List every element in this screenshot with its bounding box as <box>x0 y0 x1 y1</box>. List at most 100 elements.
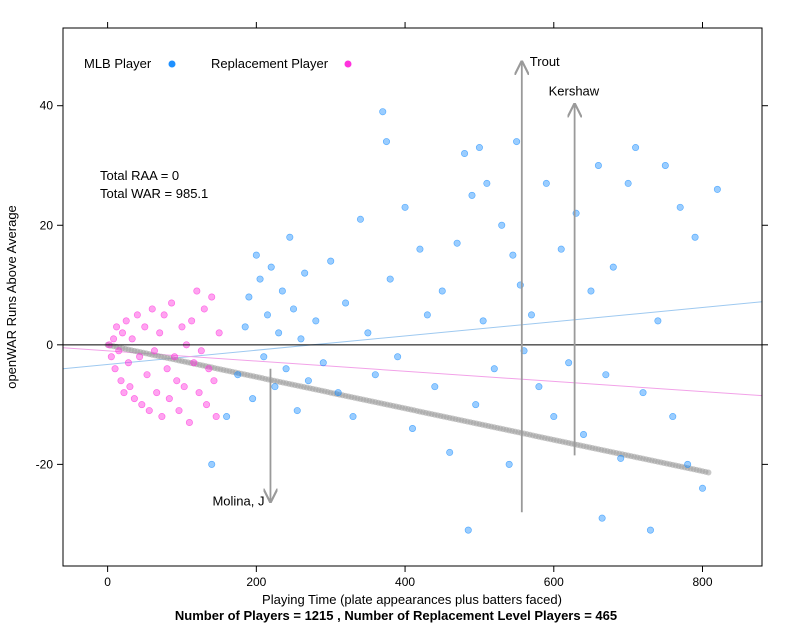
data-point <box>241 323 249 331</box>
data-point <box>195 389 203 397</box>
y-tick-label: 20 <box>40 218 54 232</box>
data-point <box>490 365 498 373</box>
data-point <box>197 347 205 355</box>
data-point <box>173 377 181 385</box>
data-point <box>113 323 121 331</box>
data-point <box>364 329 372 337</box>
data-point <box>498 221 506 229</box>
data-point <box>168 299 176 307</box>
data-point <box>617 454 625 462</box>
data-point <box>661 161 669 169</box>
data-point <box>158 413 166 421</box>
data-point <box>468 191 476 199</box>
data-point <box>371 371 379 379</box>
data-point <box>223 413 231 421</box>
plot-area <box>63 108 762 534</box>
data-point <box>200 305 208 313</box>
data-point <box>408 425 416 433</box>
x-tick-label: 600 <box>544 575 564 589</box>
data-point <box>128 335 136 343</box>
data-point <box>133 311 141 319</box>
data-point <box>110 335 118 343</box>
data-point <box>212 413 220 421</box>
data-point <box>234 371 242 379</box>
data-point <box>208 293 216 301</box>
data-point <box>138 401 146 409</box>
replacement-curve <box>104 341 712 476</box>
data-point <box>565 359 573 367</box>
data-point <box>193 287 201 295</box>
x-tick-label: 400 <box>395 575 415 589</box>
data-point <box>513 138 521 146</box>
data-point <box>423 311 431 319</box>
data-point <box>143 371 151 379</box>
data-point <box>609 263 617 271</box>
data-point <box>145 407 153 415</box>
data-point <box>190 359 198 367</box>
data-point <box>356 215 364 223</box>
data-point <box>282 365 290 373</box>
stats-total-war: Total WAR = 985.1 <box>100 186 208 201</box>
data-point <box>293 407 301 415</box>
data-point <box>342 299 350 307</box>
data-point <box>286 233 294 241</box>
data-point <box>632 144 640 152</box>
replacement-curve-point <box>705 469 712 476</box>
data-point <box>550 413 558 421</box>
data-point <box>416 245 424 253</box>
data-point <box>624 179 632 187</box>
data-point <box>107 353 115 361</box>
y-tick-label: -20 <box>36 457 54 471</box>
trend-line <box>63 347 762 397</box>
data-point <box>180 383 188 391</box>
data-point <box>464 526 472 534</box>
data-point <box>210 377 218 385</box>
data-point <box>312 317 320 325</box>
data-point <box>639 389 647 397</box>
data-point <box>163 365 171 373</box>
data-point <box>602 371 610 379</box>
data-point <box>215 329 223 337</box>
data-point <box>401 203 409 211</box>
legend-replacement-marker <box>344 60 352 68</box>
data-point <box>111 365 119 373</box>
data-point <box>319 359 327 367</box>
data-point <box>301 269 309 277</box>
data-point <box>185 419 193 427</box>
data-point <box>267 263 275 271</box>
data-point <box>275 329 283 337</box>
data-point <box>304 377 312 385</box>
data-point <box>290 305 298 313</box>
data-point <box>394 353 402 361</box>
data-point <box>379 108 387 116</box>
y-axis-label: openWAR Runs Above Average <box>4 205 19 389</box>
data-point <box>713 185 721 193</box>
series-mlb-player <box>208 108 721 534</box>
data-point <box>203 401 211 409</box>
x-axis-label: Playing Time (plate appearances plus bat… <box>262 592 562 607</box>
data-point <box>141 323 149 331</box>
x-tick-label: 800 <box>692 575 712 589</box>
legend-mlb-label: MLB Player <box>84 56 152 71</box>
data-point <box>245 293 253 301</box>
data-point <box>461 150 469 158</box>
data-point <box>120 389 128 397</box>
data-point <box>278 287 286 295</box>
data-point <box>542 179 550 187</box>
data-point <box>165 395 173 403</box>
data-point <box>535 383 543 391</box>
data-point <box>479 317 487 325</box>
data-point <box>208 460 216 468</box>
data-point <box>260 353 268 361</box>
data-point <box>505 460 513 468</box>
data-point <box>587 287 595 295</box>
data-point <box>115 347 123 355</box>
series-replacement-player <box>105 287 223 427</box>
data-point <box>178 323 186 331</box>
plot-border <box>62 27 763 567</box>
x-tick-label: 0 <box>104 575 111 589</box>
data-point <box>598 514 606 522</box>
data-point <box>256 275 264 283</box>
data-point <box>249 395 257 403</box>
